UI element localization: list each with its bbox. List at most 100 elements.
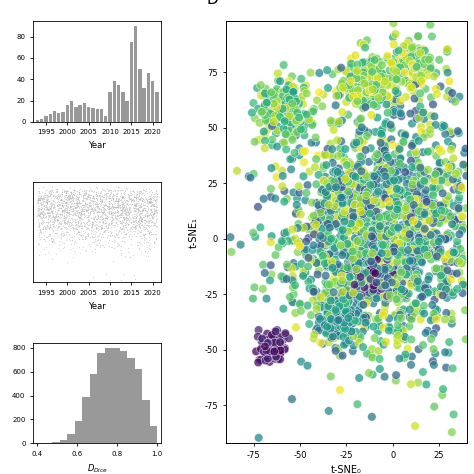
Point xyxy=(335,199,343,207)
Point xyxy=(133,212,141,220)
Point xyxy=(322,317,329,324)
Point xyxy=(89,223,96,230)
Point xyxy=(108,237,116,244)
Point xyxy=(389,238,396,246)
Point xyxy=(345,297,353,304)
Point xyxy=(78,211,85,219)
Point xyxy=(255,136,262,144)
Point xyxy=(403,54,410,62)
Point xyxy=(90,207,97,215)
Point xyxy=(359,328,366,335)
Point xyxy=(137,187,144,195)
Point xyxy=(381,220,388,228)
Point xyxy=(365,294,373,302)
Point xyxy=(91,203,99,211)
Point xyxy=(322,272,329,280)
Point xyxy=(152,216,160,223)
Point xyxy=(65,220,73,228)
Point xyxy=(337,242,345,249)
Point xyxy=(140,221,148,229)
Point xyxy=(412,204,419,211)
Point xyxy=(371,270,379,278)
Point xyxy=(382,238,389,246)
Point xyxy=(73,211,80,219)
Point xyxy=(392,249,400,256)
Point xyxy=(356,220,363,228)
Point xyxy=(80,218,87,226)
Point xyxy=(410,194,418,202)
Point xyxy=(137,221,145,229)
Point xyxy=(44,197,51,204)
Point xyxy=(330,202,337,210)
Point xyxy=(357,254,365,262)
Point xyxy=(367,260,375,268)
Point xyxy=(316,69,323,77)
Point xyxy=(394,251,401,259)
Point xyxy=(329,264,337,272)
Point xyxy=(417,294,424,301)
Point xyxy=(146,197,154,205)
Point xyxy=(327,207,335,215)
Point xyxy=(270,333,278,340)
Point xyxy=(143,211,151,219)
Point xyxy=(40,211,48,219)
Point xyxy=(93,237,101,244)
Point xyxy=(137,195,144,203)
Point xyxy=(305,278,312,285)
Point xyxy=(70,229,77,237)
Point xyxy=(70,217,78,224)
Point xyxy=(361,68,369,75)
Bar xyxy=(52,442,60,443)
Point xyxy=(78,192,85,200)
Point xyxy=(320,177,328,184)
Point xyxy=(148,213,156,220)
Point xyxy=(310,286,318,293)
Point xyxy=(55,204,62,211)
Point xyxy=(383,213,391,221)
Point xyxy=(396,355,403,362)
Point xyxy=(259,261,267,269)
Point xyxy=(385,322,393,330)
Point xyxy=(424,194,431,202)
Point xyxy=(432,171,439,178)
Point xyxy=(72,230,79,237)
Point xyxy=(92,224,100,231)
Point xyxy=(414,184,421,191)
Point xyxy=(348,301,356,309)
Point xyxy=(341,311,349,319)
Point xyxy=(415,71,423,79)
Point xyxy=(319,102,326,110)
Point xyxy=(351,222,359,229)
Point xyxy=(137,219,144,227)
Point xyxy=(265,352,273,360)
Point xyxy=(459,223,467,231)
Point xyxy=(341,276,349,283)
Point xyxy=(293,128,301,136)
Point xyxy=(378,79,385,87)
Point xyxy=(115,214,123,222)
Point xyxy=(354,227,362,234)
Point xyxy=(396,160,404,167)
Point xyxy=(122,229,129,237)
Point xyxy=(341,208,348,215)
Point xyxy=(411,258,419,265)
Point xyxy=(39,211,47,219)
Point xyxy=(124,244,131,252)
Point xyxy=(436,160,444,167)
Point xyxy=(144,213,151,220)
Point xyxy=(74,202,82,210)
Point xyxy=(283,102,291,110)
Point xyxy=(82,247,90,255)
Point xyxy=(321,240,329,247)
Point xyxy=(96,218,103,226)
Point xyxy=(401,260,409,267)
Point xyxy=(139,213,146,221)
Point xyxy=(313,199,320,207)
Point xyxy=(66,246,73,253)
Point xyxy=(91,213,99,221)
Point xyxy=(144,206,152,213)
Point xyxy=(293,109,301,116)
Point xyxy=(39,197,47,205)
Point xyxy=(289,237,296,244)
Point xyxy=(96,198,103,205)
